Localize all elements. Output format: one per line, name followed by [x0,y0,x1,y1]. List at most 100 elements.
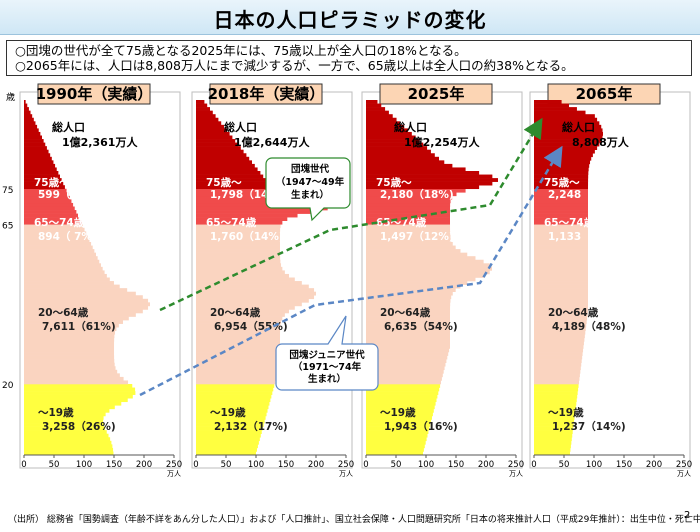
age-bar [534,437,572,442]
x-tick-label: 250 [508,460,524,470]
segment-age-label: ～19歳 [210,406,246,419]
age-bar [196,231,281,236]
age-bar [534,330,586,335]
age-bar [196,430,262,434]
age-bar [366,103,382,108]
age-bar [24,284,120,289]
age-bar [196,142,238,147]
x-tick-label: 50 [221,460,232,470]
x-unit-label: 万人 [509,470,523,478]
x-tick-label: 100 [76,460,92,470]
age-bar [196,117,219,122]
year-label: 2018年（実績） [208,85,325,103]
summary-line-1: ○団塊の世代が全て75歳となる2025年には、75歳以上が全人口の18%となる。 [15,43,467,58]
x-tick-label: 150 [278,460,294,470]
age-bar [366,153,435,158]
age-bar [534,242,588,246]
total-value: 1億2,361万人 [62,135,138,149]
age-bar [24,117,34,122]
age-bar [366,423,431,427]
age-bar [366,295,452,300]
age-bar [534,362,582,367]
age-bar [366,419,432,424]
summary-box: ○団塊の世代が全て75歳となる2025年には、75歳以上が全人口の18%となる。… [6,40,692,76]
age-bar [24,302,150,307]
age-bar [24,266,103,271]
segment-age-label: ～19歳 [548,406,584,419]
age-bar [534,238,588,243]
segment-age-label: 65～74歳 [376,216,427,229]
x-tick-label: 250 [676,460,692,470]
age-bar [196,224,281,229]
age-bar [534,337,585,342]
age-bar [534,114,595,119]
age-bar [196,288,315,292]
age-bar [366,160,445,165]
age-bar [366,391,439,395]
x-tick-label: 200 [646,460,662,470]
age-bar [196,426,263,431]
age-bar [366,163,453,168]
x-tick-label: 100 [418,460,434,470]
age-bar [196,451,256,456]
total-value: 1億2,254万人 [404,135,480,149]
age-bar [534,380,579,385]
age-bar [24,174,60,179]
age-bar [196,359,280,363]
age-bar [24,281,114,285]
segment-age-label: 65～74歳 [206,216,257,229]
age-bar [196,362,280,367]
age-bar [534,252,588,257]
age-bar [366,146,428,150]
age-bar [196,234,281,239]
segment-age-label: 65～74歳 [34,216,85,229]
age-bar [534,206,588,211]
age-bar [196,202,334,207]
age-bar [534,373,580,378]
age-bar [24,309,143,314]
age-bar [534,305,588,310]
age-bar [366,433,428,438]
x-tick-label: 250 [166,460,182,470]
segment-age-label: 75歳～ [376,176,412,189]
total-value: 1億2,644万人 [234,135,310,149]
age-bar [196,355,280,360]
age-bar [366,330,450,335]
age-bar [24,437,111,442]
age-bar [24,440,112,445]
age-bar [24,362,115,367]
age-bar [366,380,441,385]
age-bar [534,341,584,346]
age-bar [24,135,42,140]
age-bar [534,131,603,136]
age-bar [196,167,258,172]
age-bar [534,224,588,229]
age-bar [24,298,149,303]
age-bar [24,131,41,136]
age-bar [366,270,490,275]
segment-age-label: 20～64歳 [548,306,599,319]
age-bar [196,384,275,388]
age-bar [24,320,123,324]
x-tick-label: 0 [363,460,368,470]
segment-age-label: ～19歳 [38,406,74,419]
age-bar [196,291,316,296]
x-tick-label: 0 [21,460,26,470]
age-bar [534,142,600,147]
age-bar [534,384,579,388]
age-bar [534,433,573,438]
segment-value-label: 894（ 7%) [38,230,97,243]
age-bar [534,192,589,197]
age-bar [196,242,281,246]
age-bar [534,284,588,289]
dantai-callout-box [265,157,351,222]
x-tick-label: 0 [193,460,198,470]
age-bar [24,110,31,115]
dantai-cohort-arrow [159,117,543,312]
age-bar [196,327,281,332]
dantai-callout-text: 生まれ） [291,189,329,201]
age-bar [534,302,588,307]
dantai-junior-cohort-arrow [139,145,563,397]
age-bar [366,398,437,403]
